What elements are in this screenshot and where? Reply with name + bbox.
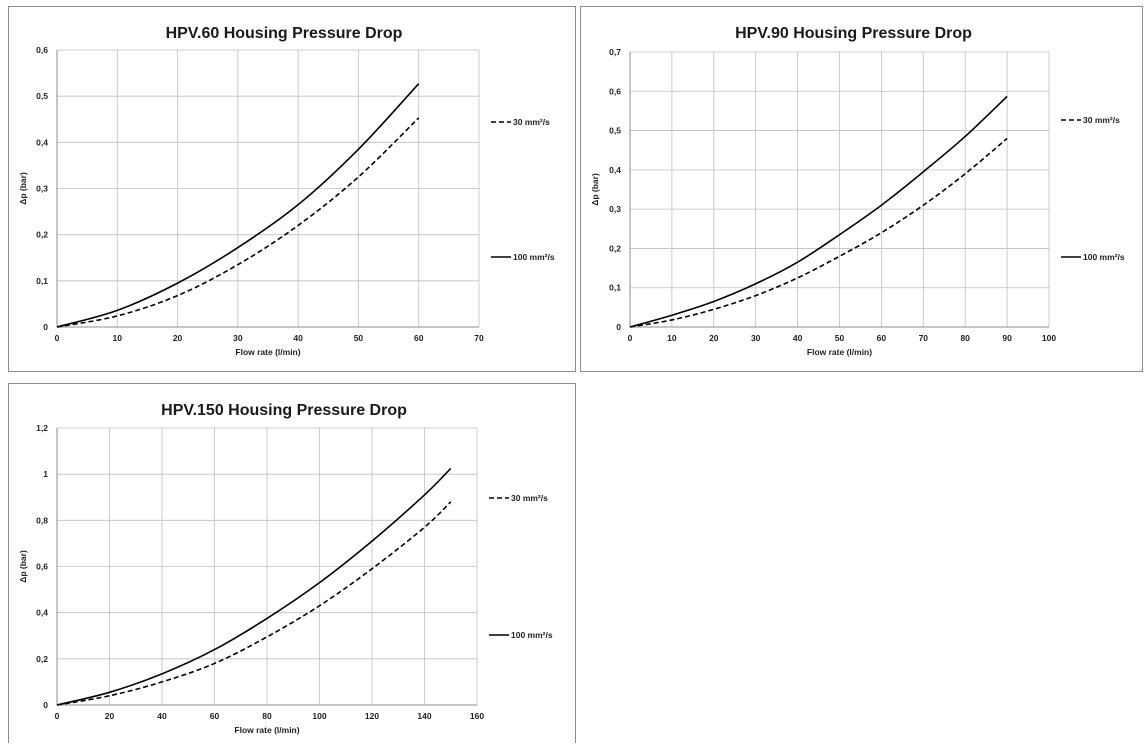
y-tick-label: 0,3 <box>609 204 621 214</box>
y-tick-label: 0,3 <box>36 184 48 194</box>
x-axis-label: Flow rate (l/min) <box>235 347 300 357</box>
y-tick-label: 0,5 <box>609 126 621 136</box>
chart-panel-hpv90: HPV.90 Housing Pressure Drop 0 10 20 30 40 50 6… <box>580 6 1143 372</box>
y-axis-label: Δp (bar) <box>590 173 600 206</box>
series-line-100-mm-s <box>56 83 420 328</box>
x-tick-label: 120 <box>365 711 379 721</box>
chart-svg: HPV.60 Housing Pressure Drop 0 10 20 30 40 50 6… <box>18 25 555 357</box>
chart-svg: HPV.90 Housing Pressure Drop 0 10 20 30 40 50 6… <box>590 25 1125 357</box>
chart-panel-hpv60: HPV.60 Housing Pressure Drop 0 10 20 30 40 50 6… <box>8 6 576 372</box>
y-tick-label: 1 <box>43 469 48 479</box>
x-tick-label: 0 <box>628 333 633 343</box>
y-tick-label: 0,4 <box>609 165 621 175</box>
legend-label-100-mm-s: 100 mm²/s <box>511 630 553 640</box>
x-tick-label: 40 <box>793 333 803 343</box>
chart-title: HPV.90 Housing Pressure Drop <box>735 25 972 42</box>
x-tick-label: 60 <box>414 333 424 343</box>
x-tick-label: 30 <box>233 333 243 343</box>
series-line-30-mm-s <box>629 137 1008 328</box>
chart-title: HPV.60 Housing Pressure Drop <box>166 25 403 42</box>
y-tick-label: 0,2 <box>36 654 48 664</box>
x-tick-label: 30 <box>751 333 761 343</box>
series-line-100-mm-s <box>56 467 452 706</box>
series-line-30-mm-s <box>56 501 452 706</box>
x-tick-label: 60 <box>877 333 887 343</box>
x-tick-label: 100 <box>1042 333 1056 343</box>
chart-panel-hpv150: HPV.150 Housing Pressure Drop 0 20 40 60 80 10… <box>8 383 576 743</box>
series-line-30-mm-s <box>56 117 420 328</box>
x-tick-label: 0 <box>55 711 60 721</box>
y-axis-label: Δp (bar) <box>18 172 28 205</box>
y-tick-label: 0,6 <box>36 45 48 55</box>
y-tick-label: 0,2 <box>36 230 48 240</box>
y-tick-label: 0,2 <box>609 243 621 253</box>
y-tick-label: 0,1 <box>609 283 621 293</box>
x-tick-label: 80 <box>960 333 970 343</box>
x-tick-label: 70 <box>919 333 929 343</box>
legend-label-100-mm-s: 100 mm²/s <box>513 252 555 262</box>
y-tick-label: 0,6 <box>36 562 48 572</box>
legend-label-30-mm-s: 30 mm²/s <box>511 493 548 503</box>
y-tick-label: 0,4 <box>36 608 48 618</box>
y-tick-label: 0,6 <box>609 86 621 96</box>
x-tick-label: 40 <box>293 333 303 343</box>
x-tick-label: 20 <box>709 333 719 343</box>
chart-title: HPV.150 Housing Pressure Drop <box>161 402 407 419</box>
x-tick-label: 40 <box>157 711 167 721</box>
y-tick-label: 0,5 <box>36 91 48 101</box>
y-tick-label: 0 <box>616 322 621 332</box>
legend-label-30-mm-s: 30 mm²/s <box>513 117 550 127</box>
y-tick-label: 0 <box>43 322 48 332</box>
x-tick-label: 60 <box>210 711 220 721</box>
y-tick-label: 0 <box>43 700 48 710</box>
x-tick-label: 50 <box>835 333 845 343</box>
y-tick-label: 0,8 <box>36 515 48 525</box>
x-tick-label: 100 <box>312 711 326 721</box>
x-tick-label: 50 <box>354 333 364 343</box>
x-axis-label: Flow rate (l/min) <box>234 725 299 735</box>
x-tick-label: 70 <box>474 333 484 343</box>
x-tick-label: 0 <box>55 333 60 343</box>
x-tick-label: 20 <box>105 711 115 721</box>
x-tick-label: 140 <box>417 711 431 721</box>
y-tick-label: 1,2 <box>36 423 48 433</box>
x-tick-label: 20 <box>173 333 183 343</box>
x-tick-label: 80 <box>262 711 272 721</box>
series-line-100-mm-s <box>629 95 1008 328</box>
legend-label-30-mm-s: 30 mm²/s <box>1083 115 1120 125</box>
x-tick-label: 10 <box>113 333 123 343</box>
legend-label-100-mm-s: 100 mm²/s <box>1083 252 1125 262</box>
x-axis-label: Flow rate (l/min) <box>807 347 872 357</box>
x-tick-label: 10 <box>667 333 677 343</box>
y-tick-label: 0,4 <box>36 137 48 147</box>
y-tick-label: 0,1 <box>36 276 48 286</box>
x-tick-label: 90 <box>1002 333 1012 343</box>
y-tick-label: 0,7 <box>609 47 621 57</box>
y-axis-label: Δp (bar) <box>18 550 28 583</box>
x-tick-label: 160 <box>470 711 484 721</box>
